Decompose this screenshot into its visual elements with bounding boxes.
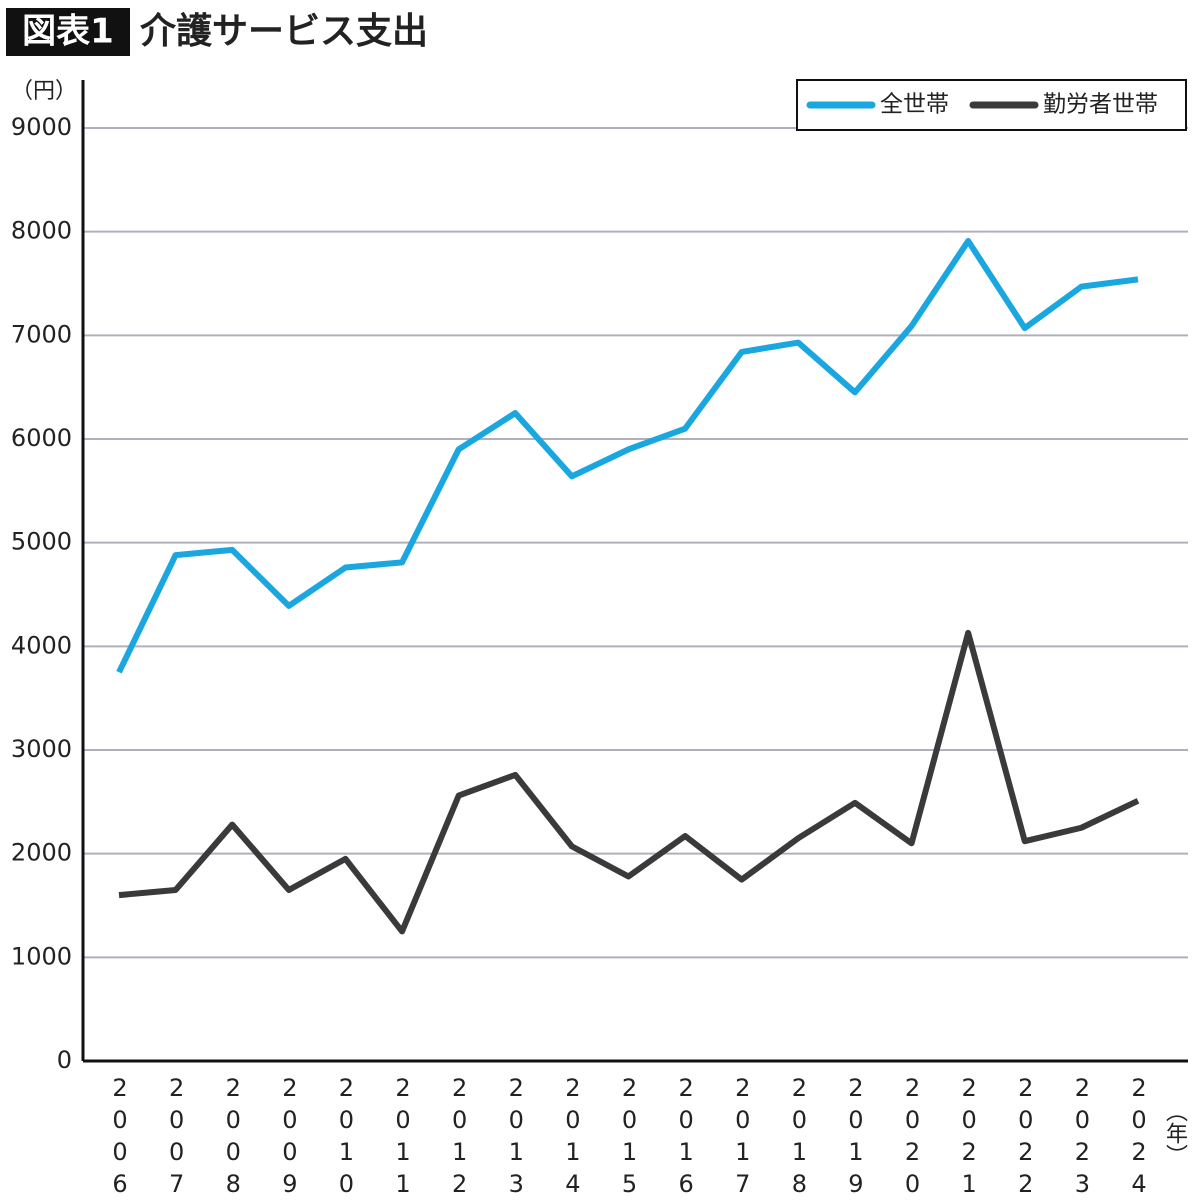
y-tick-label: 7000 (11, 320, 72, 348)
y-tick-label: 9000 (11, 113, 72, 141)
legend-label: 全世帯 (880, 92, 949, 118)
y-tick-label: 1000 (11, 942, 72, 970)
x-unit: （年） (1162, 1100, 1188, 1166)
x-tick-label: 2019 (842, 1074, 870, 1198)
x-tick-label: 2016 (672, 1074, 700, 1198)
y-tick-label: 8000 (11, 217, 72, 245)
x-tick-label: 2009 (276, 1074, 304, 1198)
x-tick-label: 2022 (1012, 1074, 1040, 1198)
x-tick-label: 2011 (389, 1074, 417, 1198)
y-unit: （円） (11, 79, 77, 104)
x-tick-label: 2020 (899, 1074, 927, 1198)
y-tick-label: 5000 (11, 528, 72, 556)
series-line (118, 629, 1140, 935)
x-tick-label: 2024 (1125, 1074, 1153, 1198)
x-tick-label: 2014 (559, 1074, 587, 1198)
x-tick-label: 2008 (219, 1074, 247, 1198)
chart-title: 介護サービス支出 (140, 11, 428, 52)
y-tick-label: 0 (57, 1046, 72, 1074)
y-tick-label: 2000 (11, 839, 72, 867)
figure-label-box (6, 8, 130, 56)
x-tick-label: 2010 (332, 1074, 360, 1198)
x-tick-label: 2006 (106, 1074, 134, 1198)
x-tick-label: 2013 (502, 1074, 530, 1198)
series-line (116, 237, 1139, 674)
x-tick-label: 2007 (163, 1074, 191, 1198)
x-tick-label: 2015 (616, 1074, 644, 1198)
figure-label: 図表1 (22, 12, 114, 52)
x-tick-label: 2017 (729, 1074, 757, 1198)
x-tick-label: 2023 (1068, 1074, 1096, 1198)
x-tick-label: 2012 (446, 1074, 474, 1198)
legend-label: 勤労者世帯 (1043, 92, 1158, 118)
x-tick-label: 2021 (955, 1074, 983, 1198)
x-tick-label: 2018 (785, 1074, 813, 1198)
y-tick-label: 4000 (11, 631, 72, 659)
y-tick-label: 6000 (11, 424, 72, 452)
y-tick-label: 3000 (11, 735, 72, 763)
